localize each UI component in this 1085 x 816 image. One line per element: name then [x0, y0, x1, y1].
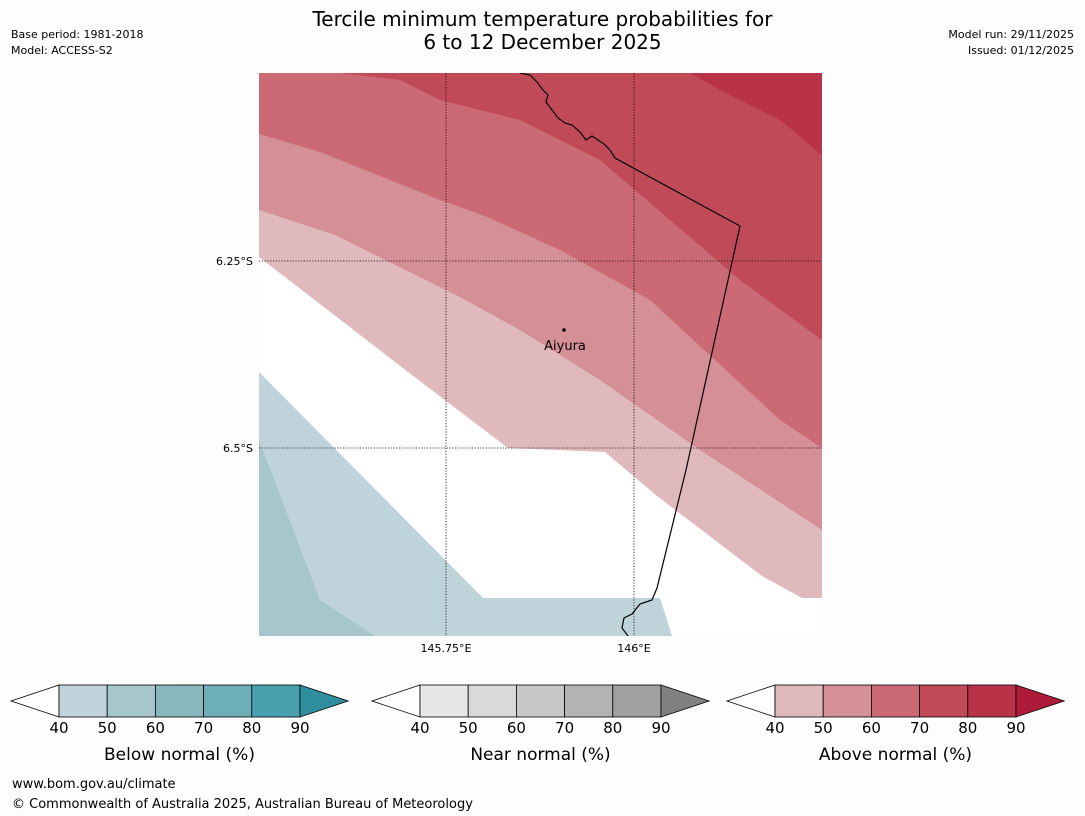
legend-below-swatch-40: [58, 684, 108, 718]
below-normal-50-zone: [259, 440, 375, 636]
map-area: Aiyura 6.25°S 6.5°S 145.75°E 146°E: [216, 73, 822, 655]
legend-above-tick-80: 80: [958, 719, 977, 737]
footer-copyright: © Commonwealth of Australia 2025, Austra…: [12, 797, 473, 812]
legend-above-tick-40: 40: [765, 719, 784, 737]
legend-near-tick-40: 40: [410, 719, 429, 737]
legend-below-swatch-70: [203, 684, 253, 718]
header-meta-left: Base period: 1981-2018 Model: ACCESS-S2: [11, 27, 143, 59]
header-meta-right: Model run: 29/11/2025 Issued: 01/12/2025: [948, 27, 1074, 59]
legend-below-over-arrow: [299, 684, 350, 718]
legend-below-title: Below normal (%): [104, 745, 255, 765]
province-boundary: [519, 73, 741, 636]
legend-near-swatch-80: [612, 684, 662, 718]
base-period-text: Base period: 1981-2018: [11, 28, 144, 41]
map-svg: Aiyura 6.25°S 6.5°S 145.75°E 146°E: [216, 73, 822, 655]
above-normal-70-zone: [340, 73, 822, 340]
legend-near-tick-80: 80: [603, 719, 622, 737]
legend-near-tick-60: 60: [507, 719, 526, 737]
lon-label-146: 146°E: [617, 642, 650, 655]
legend-near-tick-70: 70: [555, 719, 574, 737]
legend-below-swatch-50: [106, 684, 156, 718]
footer: www.bom.gov.au/climate © Commonwealth of…: [12, 775, 473, 815]
legend-above-under-arrow: [725, 684, 776, 718]
legend-below-tick-90: 90: [290, 719, 309, 737]
legend-below-tick-60: 60: [146, 719, 165, 737]
legend-above-over-arrow: [1015, 684, 1066, 718]
model-text: Model: ACCESS-S2: [11, 44, 113, 57]
legend-above-swatch-80: [967, 684, 1017, 718]
legend-near-tick-50: 50: [459, 719, 478, 737]
map-title: Tercile minimum temperature probabilitie…: [0, 8, 1085, 54]
legend-below-tick-80: 80: [242, 719, 261, 737]
issued-text: Issued: 01/12/2025: [967, 44, 1074, 57]
probability-field: [259, 73, 822, 636]
legend-below-tick-50: 50: [98, 719, 117, 737]
footer-url: www.bom.gov.au/climate: [12, 777, 176, 792]
title-line-1: Tercile minimum temperature probabilitie…: [312, 7, 773, 31]
legend-below-swatch-80: [251, 684, 301, 718]
aiyura-marker: [562, 328, 566, 332]
title-line-2: 6 to 12 December 2025: [423, 30, 662, 54]
legend-above-title: Above normal (%): [819, 745, 972, 765]
lat-label-6-25: 6.25°S: [216, 255, 253, 268]
legend-below-tick-40: 40: [49, 719, 68, 737]
legend-above-swatch-50: [822, 684, 872, 718]
legend-near-title: Near normal (%): [470, 745, 610, 765]
legend-near-under-arrow: [370, 684, 421, 718]
legend-above-swatch-40: [774, 684, 824, 718]
legend-near-over-arrow: [660, 684, 711, 718]
legend-near-swatch-50: [467, 684, 517, 718]
legend-near-swatch-40: [419, 684, 469, 718]
legend-above-swatch-60: [871, 684, 921, 718]
legend-above-swatch-70: [919, 684, 969, 718]
legend-below-tick-70: 70: [194, 719, 213, 737]
model-run-text: Model run: 29/11/2025: [948, 28, 1074, 41]
legend-above-tick-90: 90: [1006, 719, 1025, 737]
legend-below-under-arrow: [9, 684, 60, 718]
legend-above-tick-50: 50: [814, 719, 833, 737]
below-normal-40-zone: [259, 372, 672, 636]
legend-near-tick-90: 90: [651, 719, 670, 737]
legend-near-swatch-70: [564, 684, 614, 718]
lat-label-6-5: 6.5°S: [223, 442, 253, 455]
legend-near-swatch-60: [516, 684, 566, 718]
legend-area: 40 50 60 70 80 90 Below normal (%) 40 50 60 70 80 90…: [9, 684, 1066, 765]
above-normal-80-zone: [690, 73, 822, 155]
legend-below-swatch-60: [154, 684, 204, 718]
legend-above-tick-60: 60: [862, 719, 881, 737]
lon-label-145-75: 145.75°E: [421, 642, 472, 655]
legend-above-tick-70: 70: [910, 719, 929, 737]
aiyura-label: Aiyura: [544, 339, 586, 354]
